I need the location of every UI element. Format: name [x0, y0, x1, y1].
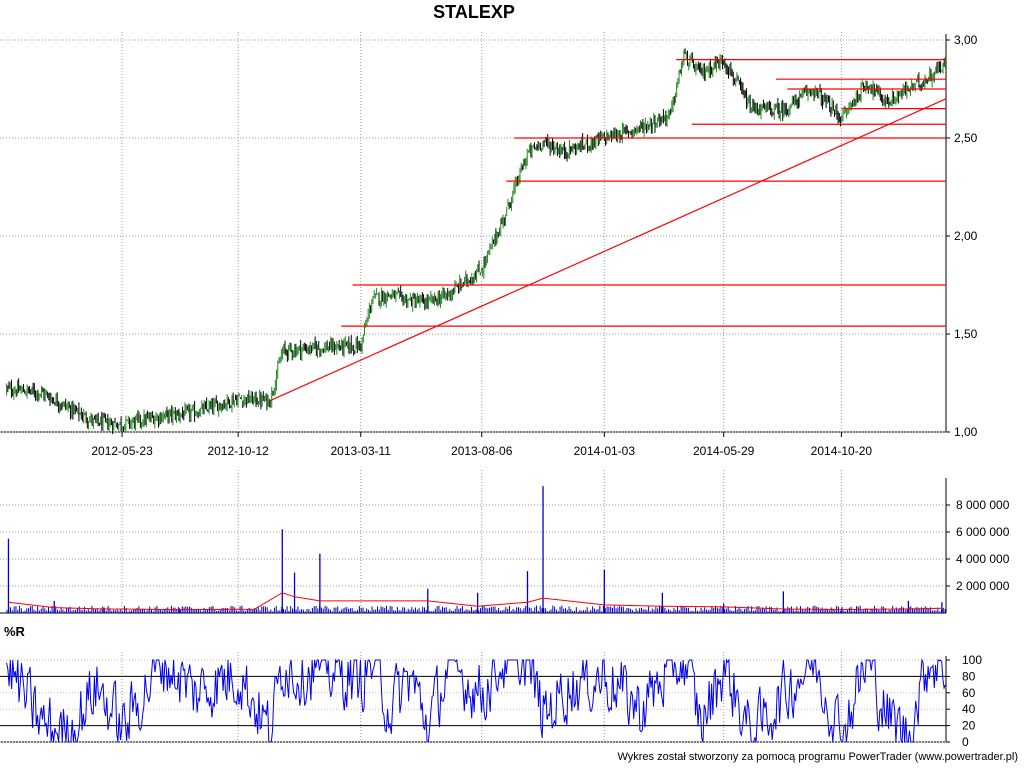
wr-y-tick-label: 60 — [962, 686, 976, 700]
price-x-tick-label: 2013-03-11 — [330, 444, 391, 458]
price-x-tick-label: 2014-05-29 — [693, 444, 755, 458]
trend-line — [269, 98, 947, 402]
volume-y-tick-label: 6 000 000 — [956, 525, 1010, 539]
chart-title: STALEXP — [433, 2, 515, 22]
price-y-tick-label: 1,00 — [954, 425, 978, 439]
price-x-tick-label: 2012-05-23 — [91, 444, 153, 458]
wr-y-tick-label: 80 — [962, 669, 976, 683]
footer-credit: Wykres został stworzony za pomocą progra… — [617, 751, 1018, 763]
price-x-tick-label: 2012-10-12 — [207, 444, 269, 458]
price-y-tick-label: 2,00 — [954, 229, 978, 243]
price-x-tick-label: 2014-10-20 — [811, 444, 873, 458]
price-panel: 1,00 1,50 2,00 2,50 3,00 2012-05-23 2012-10-12… — [0, 32, 978, 742]
volume-y-tick-label: 8 000 000 — [956, 498, 1010, 512]
wr-y-tick-label: 100 — [962, 653, 982, 667]
price-x-tick-label: 2014-01-03 — [574, 444, 636, 458]
volume-y-tick-label: 2 000 000 — [956, 579, 1010, 593]
volume-panel: 2 000 000 4 000 000 6 000 000 8 000 000 — [0, 478, 1010, 614]
wr-y-tick-label: 40 — [962, 702, 976, 716]
wr-y-tick-label: 0 — [962, 735, 969, 749]
price-y-tick-label: 1,50 — [954, 327, 978, 341]
price-x-tick-label: 2013-08-06 — [451, 444, 513, 458]
indicator-label: %R — [4, 624, 25, 639]
price-y-tick-label: 3,00 — [954, 33, 978, 47]
wr-y-tick-label: 20 — [962, 719, 976, 733]
volume-y-tick-label: 4 000 000 — [956, 552, 1010, 566]
price-y-tick-label: 2,50 — [954, 131, 978, 145]
williams-r-panel: 0 20 40 60 80 100 — [0, 653, 982, 749]
wr-line — [6, 658, 946, 744]
volume-moving-average — [8, 592, 942, 611]
